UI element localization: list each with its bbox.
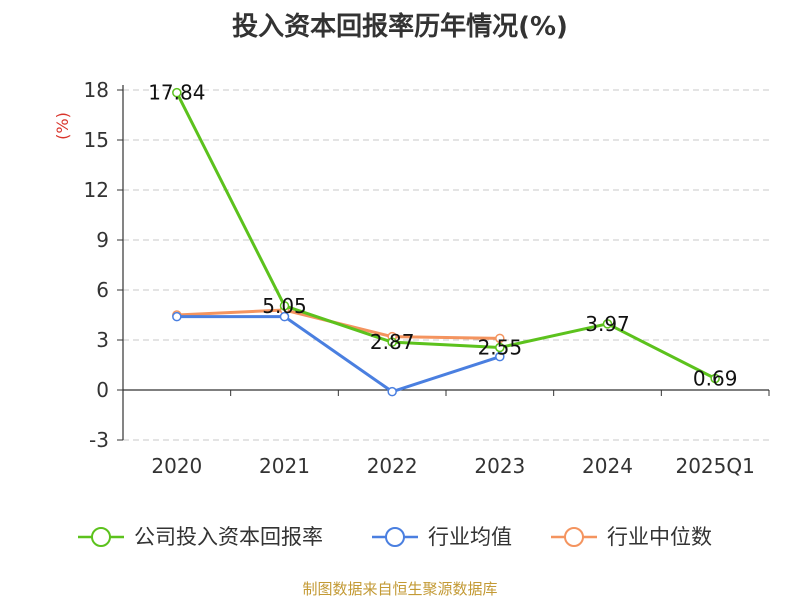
legend-marker (385, 527, 405, 547)
y-tick-label: 6 (96, 278, 109, 302)
series-line-0 (175, 91, 716, 380)
data-point-1-0 (172, 311, 182, 322)
y-tick-label: 0 (96, 378, 109, 402)
x-tick-label: 2024 (582, 454, 633, 478)
data-point-2-3 (495, 333, 505, 344)
x-tick-label: 2025Q1 (675, 454, 754, 478)
data-label: 3.97 (585, 312, 630, 336)
y-axis-label: (%) (53, 112, 72, 140)
data-point-0-5 (710, 373, 720, 384)
data-label: 17.84 (148, 81, 205, 105)
data-point-0-1 (279, 301, 290, 311)
x-tick-label: 2021 (259, 454, 310, 478)
data-label: 2.55 (478, 336, 523, 360)
data-point-1-3 (495, 351, 505, 362)
y-tick-label: 12 (84, 178, 109, 202)
source-note: 制图数据来自恒生聚源数据库 (302, 580, 498, 598)
data-label: 0.69 (693, 367, 738, 391)
y-tick-label: 3 (96, 328, 109, 352)
data-label: 2.87 (370, 330, 415, 354)
legend-label: 行业中位数 (607, 525, 712, 549)
y-tick-label: 9 (96, 228, 109, 252)
data-point-0-4 (602, 319, 613, 329)
series-line-1 (176, 315, 501, 394)
data-point-0-0 (172, 87, 182, 98)
y-tick-label: 18 (84, 78, 109, 102)
y-tick-label: -3 (89, 428, 109, 452)
x-tick-label: 2023 (474, 454, 525, 478)
legend-label: 公司投入资本回报率 (134, 525, 323, 549)
data-point-1-1 (279, 311, 290, 322)
data-point-0-3 (495, 342, 505, 353)
x-tick-label: 2020 (151, 454, 202, 478)
x-tick-label: 2022 (367, 454, 418, 478)
chart-title: 投入资本回报率历年情况(%) (232, 12, 568, 42)
data-point-1-2 (387, 386, 397, 397)
legend-label: 行业均值 (428, 525, 512, 549)
legend-marker (91, 527, 111, 547)
data-point-0-2 (387, 337, 397, 347)
y-tick-label: 15 (84, 128, 109, 152)
legend-marker (564, 527, 584, 547)
data-label: 5.05 (262, 294, 307, 318)
